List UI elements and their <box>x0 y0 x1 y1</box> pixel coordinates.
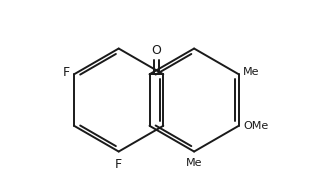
Text: Me: Me <box>243 67 260 77</box>
Text: OMe: OMe <box>243 121 269 131</box>
Text: F: F <box>115 158 122 171</box>
Text: O: O <box>151 44 161 57</box>
Text: Me: Me <box>186 158 202 168</box>
Text: F: F <box>62 66 70 79</box>
